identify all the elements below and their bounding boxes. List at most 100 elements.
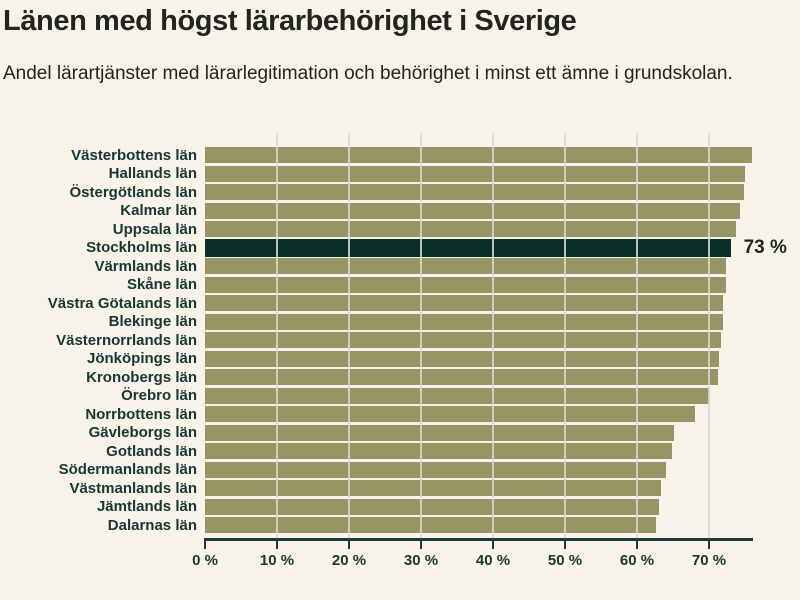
gridline [708,133,710,538]
bar-row: Västra Götalands län [0,294,800,313]
category-label: Blekinge län [108,313,197,331]
bar-track [205,350,800,369]
category-label: Dalarnas län [107,516,197,534]
bar-row: Västernorrlands län [0,331,800,350]
bar-track [205,442,800,461]
bar-track [205,257,800,276]
category-label: Västerbottens län [71,146,197,164]
category-label: Örebro län [121,387,197,405]
bar [205,202,740,219]
bar-row: Östergötlands län [0,183,800,202]
bar-rows: Västerbottens län Hallands län Östergötlan… [0,146,800,535]
bar-track [205,294,800,313]
gridline [636,133,638,538]
axis-tick [708,538,710,549]
bar-row: Södermanlands län [0,461,800,480]
axis-tick [348,538,350,549]
axis-tick [276,538,278,549]
axis-tick-label: 20 % [331,552,367,569]
category-label: Kalmar län [120,202,197,220]
bar [205,406,696,423]
category-label: Gotlands län [106,442,197,460]
axis-tick-label: 50 % [547,552,583,569]
bar-track [205,479,800,498]
bar-track [205,146,800,165]
bar [205,461,666,478]
bar-track [205,202,800,221]
bar-track [205,368,800,387]
bar [205,295,724,312]
gridline [492,133,494,538]
category-label: Jämtlands län [96,498,197,516]
bar [205,443,673,460]
bar-row: Västmanlands län [0,479,800,498]
bar-row: Gävleborgs län [0,424,800,443]
gridline [348,133,350,538]
bar-track [205,516,800,535]
bar [205,387,709,404]
bar-row: Jämtlands län [0,498,800,517]
bar-row: Uppsala län [0,220,800,239]
bar-track [205,276,800,295]
category-label: Stockholms län [86,239,197,257]
axis-tick [636,538,638,549]
bar [205,369,718,386]
bar-track [205,498,800,517]
bar-track [205,424,800,443]
category-label: Östergötlands län [69,183,197,201]
bar-row: Stockholms län [0,238,800,257]
bar-track [205,387,800,406]
bar-row: Skåne län [0,276,800,295]
chart-subtitle: Andel lärartjänster med lärarlegitimatio… [3,63,733,84]
bar-row: Värmlands län [0,257,800,276]
gridline [276,133,278,538]
bar [205,221,737,238]
axis-tick [204,538,206,549]
axis-tick-label: 0 % [192,552,218,569]
bar [205,258,727,275]
category-label: Uppsala län [112,220,197,238]
bar [205,313,723,330]
bar [205,424,674,441]
bar [205,147,753,164]
category-label: Västra Götalands län [47,294,197,312]
bar [205,165,745,182]
axis-tick-label: 10 % [259,552,295,569]
bar-track [205,405,800,424]
bar [205,517,657,534]
bar [205,480,661,497]
bar [205,184,745,201]
category-label: Västernorrlands län [56,331,197,349]
category-label: Värmlands län [94,257,197,275]
bar-row: Jönköpings län [0,350,800,369]
bar-row: Gotlands län [0,442,800,461]
bar [205,350,720,367]
bar-row: Örebro län [0,387,800,406]
axis-tick-label: 30 % [403,552,439,569]
gridline [420,133,422,538]
axis-tick-label: 70 % [691,552,727,569]
category-label: Gävleborgs län [88,424,197,442]
category-label: Jönköpings län [86,350,197,368]
highlight-value-label: 73 % [743,236,787,258]
bar [205,276,726,293]
axis-tick [492,538,494,549]
axis-tick-label: 60 % [619,552,655,569]
category-label: Södermanlands län [58,461,197,479]
axis-tick [564,538,566,549]
bar-track [205,220,800,239]
chart-title: Länen med högst lärarbehörighet i Sverig… [3,5,577,37]
bar-highlighted [205,238,731,257]
bar-track [205,331,800,350]
gridline [564,133,566,538]
bar-row: Kronobergs län [0,368,800,387]
category-label: Kronobergs län [86,368,197,386]
bar-track [205,461,800,480]
category-label: Norrbottens län [85,405,197,423]
bar [205,332,722,349]
bar [205,498,659,515]
bar-track [205,238,800,257]
bar-row: Blekinge län [0,313,800,332]
category-label: Västmanlands län [69,479,197,497]
